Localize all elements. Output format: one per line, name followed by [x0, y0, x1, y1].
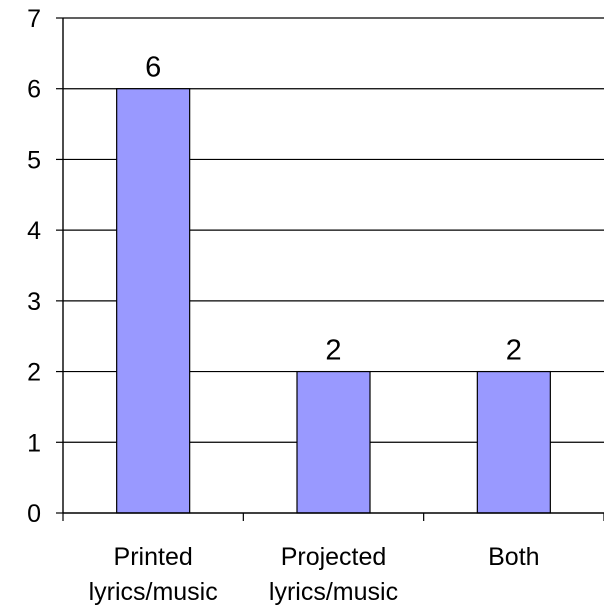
category-label-2: Projected	[281, 543, 387, 571]
y-tick-label: 0	[27, 500, 41, 528]
data-labels: 6 2 2	[145, 52, 522, 367]
y-tick-label: 2	[27, 359, 41, 387]
category-label-1: lyrics/music	[89, 578, 218, 606]
y-tick-labels: 0 1 2 3 4 5 6 7	[27, 5, 41, 528]
axes	[56, 17, 604, 521]
y-tick-label: 3	[27, 288, 41, 316]
bar-1	[116, 88, 191, 514]
data-label-3: 2	[506, 335, 522, 367]
data-label-2: 2	[325, 335, 341, 367]
bar-3	[476, 370, 551, 514]
data-label-1: 6	[145, 52, 161, 84]
bar-2	[296, 370, 371, 514]
category-label-2: lyrics/music	[269, 578, 398, 606]
y-tick-label: 6	[27, 76, 41, 104]
y-tick-label: 7	[27, 5, 41, 33]
y-tick-label: 1	[27, 429, 41, 457]
y-tick-label: 5	[27, 146, 41, 174]
category-label-1: Printed	[114, 543, 193, 571]
y-tick-label: 4	[27, 217, 41, 245]
x-category-labels: Printed lyrics/music Projected lyrics/music…	[89, 543, 540, 606]
category-label-3: Both	[488, 543, 539, 571]
